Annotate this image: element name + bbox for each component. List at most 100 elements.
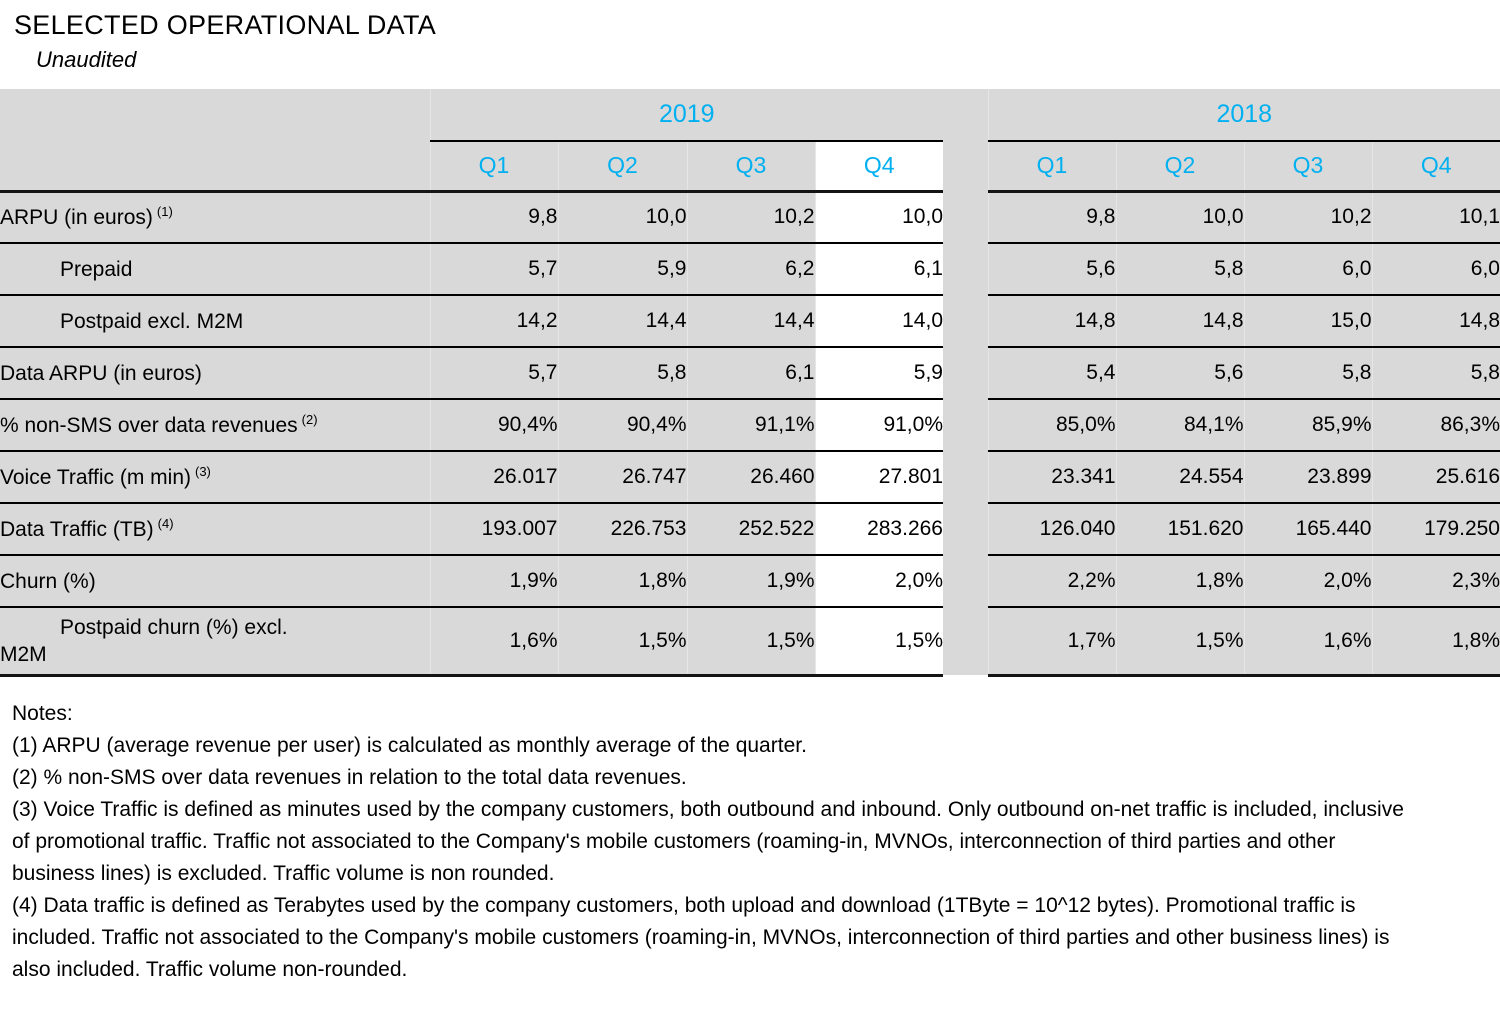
value-cell-2018-q1: 14,8 <box>987 295 1116 348</box>
value-cell-2019-q3: 6,2 <box>686 243 815 296</box>
value-cell-2019-q2: 26.747 <box>557 451 687 504</box>
quarter-header-2018-q2: Q2 <box>1115 141 1244 193</box>
gap-column <box>943 399 988 451</box>
note-item-3: (3) Voice Traffic is defined as minutes … <box>12 797 1404 885</box>
value-cell-2019-q4-highlighted: 10,0 <box>814 191 943 244</box>
value-cell-2019-q4-highlighted: 2,0% <box>814 555 943 608</box>
value-cell-2019-q4-highlighted: 14,0 <box>814 295 943 348</box>
value-cell-2018-q1: 2,2% <box>987 555 1116 608</box>
row-label: Voice Traffic (m min) (3) <box>0 451 430 504</box>
value-cell-2019-q4-highlighted: 27.801 <box>814 451 943 504</box>
value-cell-2019-q1: 1,9% <box>429 555 558 608</box>
year-header-2018: 2018 <box>987 89 1500 142</box>
quarter-header-2019-q2: Q2 <box>557 141 687 193</box>
value-cell-2019-q2: 14,4 <box>557 295 687 348</box>
value-cell-2018-q1: 5,4 <box>987 347 1116 400</box>
year-header-2019: 2019 <box>429 89 943 142</box>
value-cell-2019-q1: 90,4% <box>429 399 558 452</box>
value-cell-2019-q3: 14,4 <box>686 295 815 348</box>
row-label: Prepaid <box>0 243 430 296</box>
row-label-text: Churn (%) <box>0 569 96 593</box>
report-page: SELECTED OPERATIONAL DATA Unaudited 2019… <box>0 9 1500 986</box>
table-row: Voice Traffic (m min) (3) 26.017 26.747 2… <box>0 451 1500 504</box>
gap-column <box>943 89 988 191</box>
row-label-text: Data Traffic (TB) <box>0 517 154 541</box>
table-row: % non-SMS over data revenues (2) 90,4% 90… <box>0 399 1500 452</box>
value-cell-2019-q3: 26.460 <box>686 451 815 504</box>
footnote-marker: (1) <box>156 203 173 219</box>
value-cell-2018-q1: 23.341 <box>987 451 1116 504</box>
table-row: Postpaid churn (%) excl. M2M 1,6% 1,5% 1… <box>0 607 1500 677</box>
value-cell-2018-q4: 2,3% <box>1371 555 1500 608</box>
value-cell-2018-q3: 2,0% <box>1243 555 1372 608</box>
notes-heading: Notes: <box>12 701 73 725</box>
value-cell-2018-q2: 1,5% <box>1115 607 1244 677</box>
gap-column <box>943 191 988 243</box>
value-cell-2019-q2: 226.753 <box>557 503 687 556</box>
operational-data-table: 2019 2018 Q1 Q2 Q3 Q4 Q1 Q2 Q3 Q4 ARPU (… <box>0 89 1500 677</box>
table-row: Data ARPU (in euros) 5,7 5,8 6,1 5,9 5,4… <box>0 347 1500 400</box>
value-cell-2018-q4: 14,8 <box>1371 295 1500 348</box>
value-cell-2019-q2: 5,8 <box>557 347 687 400</box>
value-cell-2019-q2: 5,9 <box>557 243 687 296</box>
footnote-marker: (2) <box>301 411 318 427</box>
value-cell-2018-q1: 1,7% <box>987 607 1116 677</box>
value-cell-2018-q2: 14,8 <box>1115 295 1244 348</box>
value-cell-2019-q2: 90,4% <box>557 399 687 452</box>
value-cell-2018-q4: 6,0 <box>1371 243 1500 296</box>
value-cell-2018-q3: 85,9% <box>1243 399 1372 452</box>
value-cell-2018-q2: 84,1% <box>1115 399 1244 452</box>
gap-column <box>943 555 988 607</box>
row-label: Data Traffic (TB) (4) <box>0 503 430 556</box>
row-label: Data ARPU (in euros) <box>0 347 430 400</box>
gap-column <box>943 347 988 399</box>
row-label-column-header <box>0 89 430 193</box>
value-cell-2018-q2: 5,6 <box>1115 347 1244 400</box>
row-label: % non-SMS over data revenues (2) <box>0 399 430 452</box>
value-cell-2018-q4: 10,1 <box>1371 191 1500 244</box>
value-cell-2018-q4: 86,3% <box>1371 399 1500 452</box>
value-cell-2018-q3: 165.440 <box>1243 503 1372 556</box>
quarter-header-2019-q1: Q1 <box>429 141 558 193</box>
row-label-text: Data ARPU (in euros) <box>0 361 202 385</box>
value-cell-2019-q1: 14,2 <box>429 295 558 348</box>
note-item-2: (2) % non-SMS over data revenues in rela… <box>12 765 687 789</box>
value-cell-2019-q4-highlighted: 6,1 <box>814 243 943 296</box>
gap-column <box>943 607 988 675</box>
quarter-header-2018-q1: Q1 <box>987 141 1116 193</box>
quarter-header-2018-q3: Q3 <box>1243 141 1372 193</box>
value-cell-2019-q2: 10,0 <box>557 191 687 244</box>
value-cell-2018-q2: 1,8% <box>1115 555 1244 608</box>
value-cell-2019-q4-highlighted: 1,5% <box>814 607 943 677</box>
page-title: SELECTED OPERATIONAL DATA <box>14 10 437 40</box>
value-cell-2018-q4: 179.250 <box>1371 503 1500 556</box>
value-cell-2019-q3: 1,5% <box>686 607 815 677</box>
value-cell-2019-q1: 193.007 <box>429 503 558 556</box>
value-cell-2018-q3: 10,2 <box>1243 191 1372 244</box>
note-item-1: (1) ARPU (average revenue per user) is c… <box>12 733 807 757</box>
value-cell-2019-q1: 26.017 <box>429 451 558 504</box>
quarter-header-2019-q4: Q4 <box>814 141 943 193</box>
value-cell-2018-q1: 9,8 <box>987 191 1116 244</box>
gap-column <box>943 451 988 503</box>
value-cell-2019-q1: 9,8 <box>429 191 558 244</box>
table-row: Data Traffic (TB) (4) 193.007 226.753 252… <box>0 503 1500 556</box>
note-item-4: (4) Data traffic is defined as Terabytes… <box>12 893 1390 981</box>
value-cell-2018-q1: 5,6 <box>987 243 1116 296</box>
year-header-row: 2019 2018 <box>0 89 1500 193</box>
row-label-text: % non-SMS over data revenues <box>0 413 298 437</box>
row-label-text: Voice Traffic (m min) <box>0 465 191 489</box>
value-cell-2019-q4-highlighted: 283.266 <box>814 503 943 556</box>
gap-column <box>943 503 988 555</box>
value-cell-2018-q1: 85,0% <box>987 399 1116 452</box>
footnote-marker: (4) <box>157 515 174 531</box>
value-cell-2019-q3: 91,1% <box>686 399 815 452</box>
table-body: ARPU (in euros) (1) 9,8 10,0 10,2 10,0 9,… <box>0 191 1500 677</box>
value-cell-2018-q4: 25.616 <box>1371 451 1500 504</box>
value-cell-2018-q2: 151.620 <box>1115 503 1244 556</box>
value-cell-2019-q1: 5,7 <box>429 243 558 296</box>
footnote-marker: (3) <box>195 463 211 479</box>
row-label: Postpaid churn (%) excl. M2M <box>0 607 430 677</box>
value-cell-2018-q1: 126.040 <box>987 503 1116 556</box>
value-cell-2019-q4-highlighted: 5,9 <box>814 347 943 400</box>
